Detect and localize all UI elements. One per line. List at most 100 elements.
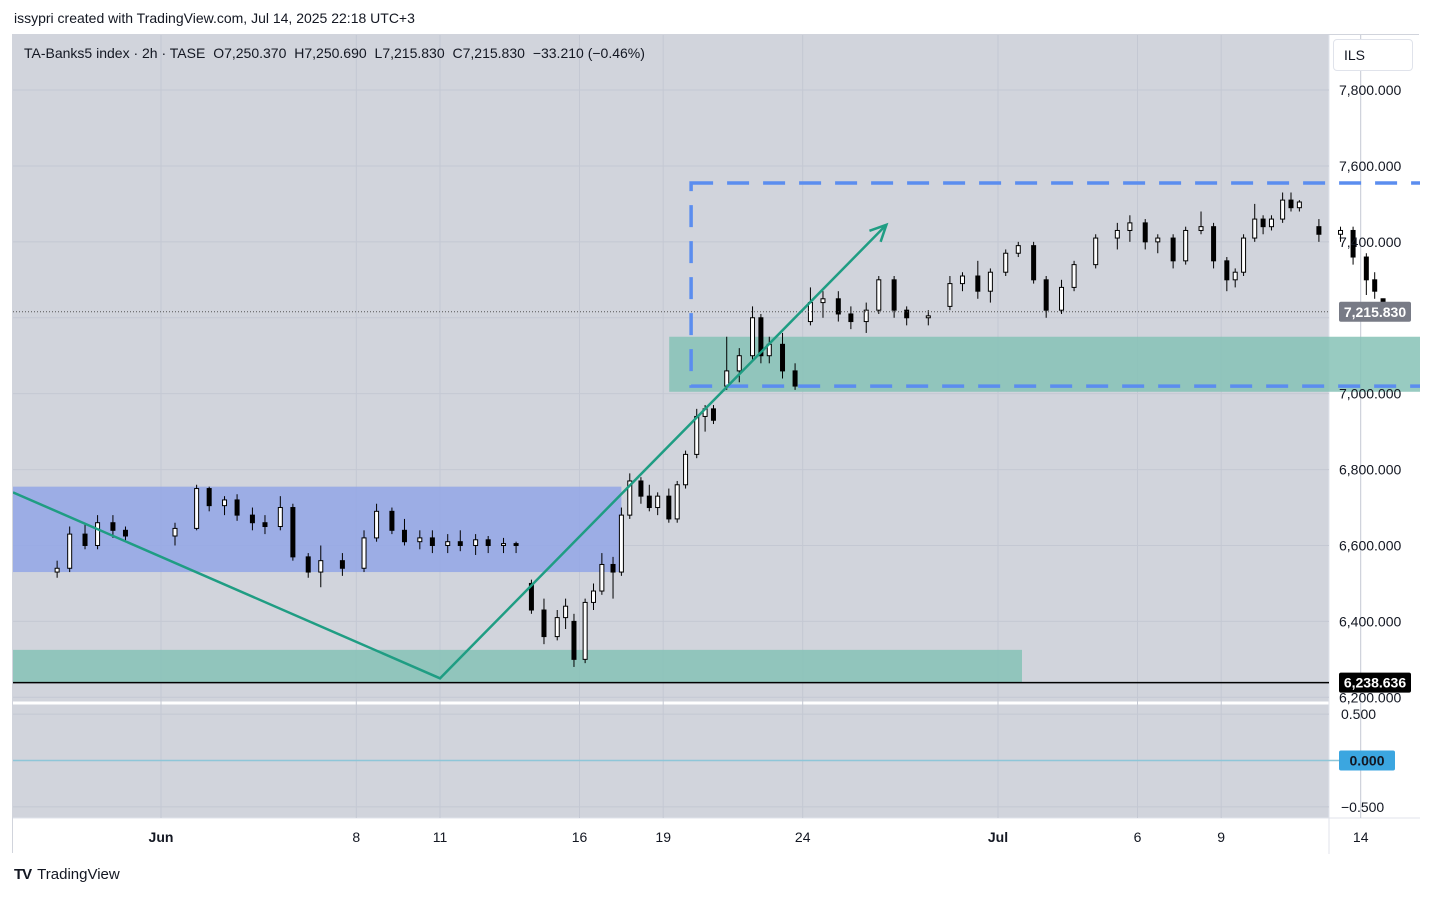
candle-body [666,495,672,520]
candle-body [290,507,296,558]
candle [1071,260,1077,292]
last-price-tag: 7,215.830 [1339,301,1411,322]
candle-body [305,556,311,573]
candle-body [528,582,534,611]
candle [541,598,547,645]
candle-body [374,510,380,539]
candle [736,348,742,383]
candle-body [848,313,854,323]
candle [206,486,212,512]
candle [1155,234,1161,254]
candle-body [1170,237,1176,262]
candle [666,488,672,523]
candle-body [1071,264,1077,288]
candle-body [646,495,652,509]
candle [485,536,491,554]
candle [401,518,407,546]
legend-close: C7,215.830 [452,45,525,61]
candle-body [683,453,689,486]
candle-body [249,514,255,524]
candle-body [445,541,451,546]
tradingview-logo[interactable]: TV TradingView [14,866,120,883]
time-tick-label: 6 [1134,829,1142,845]
candle-body [975,275,981,292]
candle [876,276,882,314]
candle [925,310,931,326]
symbol-legend: TA-Banks5 index · 2h · TASE O7,250.370 H… [24,45,649,61]
candle-body [835,298,841,315]
candle-body [710,408,716,421]
candle [1170,234,1176,269]
price-tick-label: 6,400.000 [1339,613,1401,629]
candle [627,473,633,519]
candle [571,613,577,667]
candle [582,598,588,664]
candle-body [987,271,993,292]
price-tick-label: 6,800.000 [1339,462,1401,478]
time-tick-label: Jul [988,829,1008,845]
candle [1059,279,1065,314]
candle-body [591,590,596,603]
legend-low: L7,215.830 [374,45,445,61]
candle [674,480,680,523]
candle-body [638,480,644,497]
candle [1232,268,1238,288]
candle [750,306,756,360]
grid-layer [13,35,1420,854]
candle-body [554,617,560,638]
candle-body [1127,222,1133,231]
candle [277,496,283,531]
candle [501,537,507,554]
candle-body [1296,201,1302,209]
candle [563,598,569,629]
price-tick-label: 7,400.000 [1339,234,1401,250]
candle [1260,215,1266,235]
legend-symbol: TA-Banks5 index · 2h · TASE [24,45,206,61]
candle [122,526,128,542]
candle-body [724,370,730,387]
candle [473,534,479,555]
time-tick-label: 9 [1217,829,1225,845]
candle-body [82,533,88,546]
candle [194,484,200,531]
candle-body [1211,226,1217,262]
currency-button[interactable]: ILS [1333,39,1413,71]
chart-frame[interactable]: Jun811161924Jul69141722277,800.0007,600.… [12,34,1420,854]
candle-body [339,560,345,569]
time-tick-label: 16 [572,829,588,845]
candle-body [361,537,367,569]
candle-body [194,488,200,529]
candle [987,268,993,303]
candle-body [1372,279,1378,292]
candle [1127,215,1133,242]
candle-body [1252,218,1258,239]
candle [429,530,435,554]
candle-body [1316,226,1322,235]
candle-body [95,522,101,546]
plot-background [13,35,1329,818]
candle [848,306,854,330]
candle-body [792,370,798,387]
candle-body [1114,229,1120,239]
candle-body [67,533,73,569]
candle [554,610,560,641]
candle-body [1280,199,1286,220]
overlay-layer [13,181,1420,762]
price-axis-background [1329,35,1420,854]
price-tick-label: 7,600.000 [1339,158,1401,174]
candle [1183,226,1189,265]
price-tick-label: 6,200.000 [1339,689,1401,705]
candle [222,496,228,516]
candle [290,503,296,561]
candle [82,522,88,550]
candle [361,530,367,573]
candle-body [473,539,479,546]
candle-body [234,499,240,516]
last-price-tag-text: 7,215.830 [1344,304,1406,320]
candlestick-chart[interactable]: Jun811161924Jul69141722277,800.0007,600.… [13,35,1420,854]
candle [234,494,240,521]
support-price-tag: 6,238.636 [1339,672,1411,693]
indicator-value-tag-bg [1339,750,1395,771]
candle [1093,234,1099,269]
candle [1350,226,1356,265]
